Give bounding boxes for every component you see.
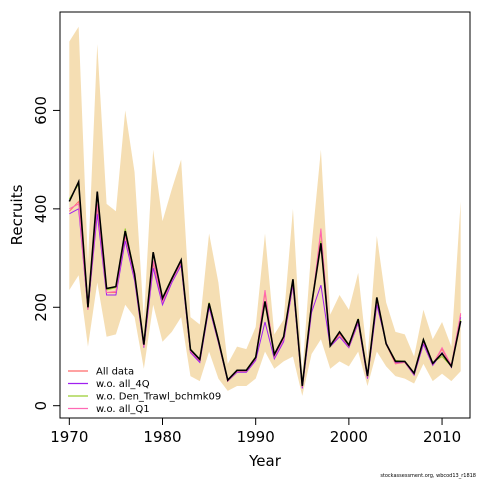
y-tick-label: 200 xyxy=(32,293,50,322)
legend-label: All data xyxy=(96,367,134,378)
legend-label: w.o. all_Q1 xyxy=(96,404,150,415)
y-tick-label: 600 xyxy=(32,96,50,125)
x-tick-label: 2010 xyxy=(423,428,461,446)
footer-credit: stockassessment.org, wbcod13_r1818 xyxy=(380,473,476,479)
x-tick-label: 1970 xyxy=(50,428,88,446)
y-axis: 0 200 400 600 xyxy=(32,96,60,410)
confidence-band xyxy=(69,26,461,396)
series-line-4 xyxy=(68,178,462,387)
series-lines-layer xyxy=(68,178,462,389)
legend-label: w.o. Den_Trawl_bchmk09 xyxy=(96,392,221,403)
y-tick-label: 0 xyxy=(32,401,50,411)
y-axis-title: Recruits xyxy=(8,184,26,245)
x-tick-label: 1990 xyxy=(237,428,275,446)
plot-frame xyxy=(59,11,471,419)
legend-label: w.o. all_4Q xyxy=(96,379,150,390)
x-tick-label: 1980 xyxy=(143,428,181,446)
x-tick-label: 2000 xyxy=(330,428,368,446)
x-axis: 1970 1980 1990 2000 2010 xyxy=(50,418,461,446)
y-tick-label: 400 xyxy=(32,195,50,224)
x-axis-title: Year xyxy=(248,452,282,470)
confidence-band-layer xyxy=(69,26,461,396)
